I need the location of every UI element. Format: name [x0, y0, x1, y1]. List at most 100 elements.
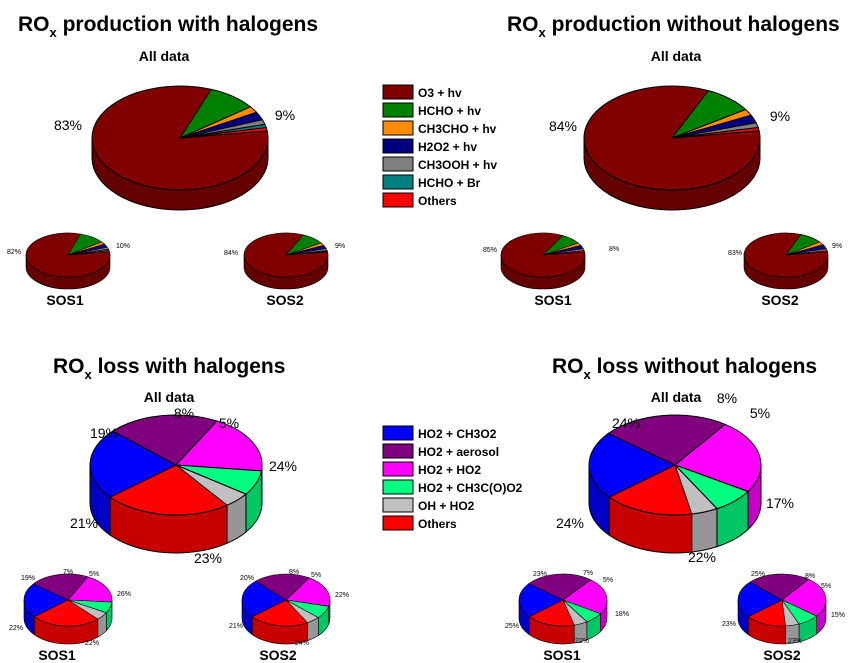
- pie-prod-with-sos1: 82% 10% SOS1: [7, 232, 130, 308]
- pie-slice-others: [109, 464, 229, 516]
- pie-caption: SOS1: [46, 292, 84, 308]
- pie-slice-ho2-ch3o2: [241, 580, 287, 618]
- pie-data-label: 23%: [533, 571, 547, 578]
- pie-data-label: 82%: [7, 249, 21, 256]
- subtitle-production-with: All data: [139, 48, 190, 64]
- pie-slice-ho2-aerosol: [528, 573, 592, 601]
- pie-data-label: 85%: [483, 247, 497, 254]
- legend-label-hcho-br: HCHO + Br: [418, 176, 481, 190]
- title-loss-without: ROx loss without halogens: [552, 355, 817, 382]
- pie-slice-ho2-ho2: [285, 577, 331, 607]
- legend-swatch-ho2-ch3c-o-o2: [382, 479, 414, 495]
- pie-data-label: 8%: [289, 569, 299, 576]
- legend-swatch-o3-hv: [382, 84, 414, 100]
- pie-caption: SOS1: [534, 292, 572, 308]
- subtitle-production-without: All data: [651, 48, 702, 64]
- pie-data-label: 22%: [575, 638, 589, 645]
- pie-loss-with-sos2: 24% 21% 20% 8% 5% 22% SOS2: [229, 569, 349, 663]
- pie-prod-with-sos2: 84% 9% SOS2: [224, 232, 345, 308]
- title-loss-with: ROx loss with halogens: [53, 355, 285, 382]
- legend-label-ch3cho-hv: CH3CHO + hv: [418, 122, 497, 136]
- pie-data-label: 8%: [609, 246, 619, 253]
- legend-label-ho2-ch3c-o-o2: HO2 + CH3C(O)O2: [418, 481, 523, 495]
- pie-data-label: 5%: [750, 405, 770, 421]
- title-production-with: ROx production with halogens: [18, 13, 318, 40]
- pie-top: [91, 85, 269, 191]
- pie-top: [243, 232, 329, 278]
- pie-caption: SOS2: [763, 647, 801, 663]
- pie-slice-others: [542, 250, 585, 256]
- loss-legend: HO2 + CH3O2 HO2 + aerosol HO2 + HO2 HO2 + C…: [382, 425, 523, 531]
- pie-slice-ho2-aerosol: [255, 573, 310, 601]
- pie-data-label: 5%: [219, 415, 239, 431]
- pie-data-label: 9%: [275, 107, 295, 123]
- pie-loss-without-sos1: 22% 25% 23% 7% 5% 18% SOS1: [505, 570, 629, 663]
- pie-data-label: 18%: [615, 611, 629, 618]
- legend-label-oh-ho2: OH + HO2: [418, 499, 475, 513]
- pie-slice-ho2-ho2: [673, 423, 762, 493]
- legend-swatch-h2o2-hv: [382, 138, 414, 154]
- pie-data-label: 9%: [832, 243, 842, 250]
- pie-data-label: 83%: [728, 250, 742, 257]
- pie-prod-without-sos2: 83% 9% SOS2: [728, 232, 842, 308]
- pie-slice-ho2-ho2: [781, 578, 827, 617]
- pie-slice-ho2-aerosol: [111, 414, 218, 466]
- pie-top: [89, 414, 263, 516]
- pie-caption: SOS1: [543, 647, 581, 663]
- legend-swatch-hcho-br: [382, 174, 414, 190]
- pie-data-label: 22%: [9, 625, 23, 632]
- pie-slice-ho2-ho2: [562, 579, 608, 615]
- pie-slice-ho2-ch3o2: [23, 583, 69, 618]
- pie-caption: SOS2: [761, 292, 799, 308]
- legend-label-ho2-aerosol: HO2 + aerosol: [418, 445, 499, 459]
- legend-label-others: Others: [418, 517, 457, 531]
- subtitle-loss-without: All data: [651, 389, 702, 405]
- pie-slice-others: [285, 250, 328, 256]
- pie-slice-others: [179, 126, 268, 139]
- pie-slice-ho2-aerosol: [32, 573, 89, 601]
- pie-data-label: 5%: [89, 571, 99, 578]
- pie-top: [500, 232, 586, 278]
- pie-data-label: 8%: [717, 390, 737, 406]
- pie-loss-with-sos1: 22% 22% 19% 7% 5% 26% SOS1: [9, 569, 131, 663]
- legend-swatch-ho2-ho2: [382, 461, 414, 477]
- legends-layer: O3 + hv HCHO + hv CH3CHO + hv H2O2 + hv CH3O…: [382, 84, 523, 531]
- pie-data-label: 84%: [549, 118, 577, 134]
- pies-layer: 83% 9% 82% 10% SOS1 84% 9% SOS2 84% 9% 85% 8% SOS1 83…: [7, 85, 845, 663]
- pie-data-label: 24%: [612, 415, 640, 431]
- pie-data-label: 5%: [603, 577, 613, 584]
- legend-label-ho2-ho2: HO2 + HO2: [418, 463, 481, 477]
- pie-slice-others: [785, 250, 828, 256]
- legend-swatch-ho2-aerosol: [382, 443, 414, 459]
- pie-slice-ho2-ch3o2: [737, 581, 783, 618]
- pie-slice-ho2-aerosol: [607, 414, 727, 466]
- legend-swatch-ch3cho-hv: [382, 120, 414, 136]
- legend-swatch-ch3ooh-hv: [382, 156, 414, 172]
- pie-data-label: 19%: [90, 425, 118, 441]
- pie-data-label: 15%: [831, 612, 845, 619]
- legend-swatch-oh-ho2: [382, 497, 414, 513]
- pie-data-label: 23%: [788, 638, 802, 645]
- pie-data-label: 22%: [85, 640, 99, 647]
- legend-label-o3-hv: O3 + hv: [418, 86, 462, 100]
- pie-data-label: 21%: [70, 515, 98, 531]
- pie-slice-ho2-ch3o2: [518, 583, 564, 618]
- pie-data-label: 9%: [335, 243, 345, 250]
- pie-slice-others: [608, 464, 693, 516]
- pie-slice-others: [33, 599, 99, 627]
- pie-data-label: 25%: [751, 571, 765, 578]
- pie-data-label: 26%: [117, 591, 131, 598]
- pie-data-label: 25%: [505, 623, 519, 630]
- pie-data-label: 83%: [54, 117, 82, 133]
- pie-data-label: 7%: [63, 569, 73, 576]
- pie-side-oh-ho2: [691, 507, 718, 553]
- pie-prod-without-sos1: 85% 8% SOS1: [483, 232, 619, 308]
- pie-prod-with-all-data: 83% 9%: [54, 85, 295, 211]
- pie-slice-ho2-ho2: [67, 576, 113, 603]
- pie-data-label: 21%: [229, 623, 243, 630]
- legend-label-ho2-ch3o2: HO2 + CH3O2: [418, 427, 497, 441]
- pie-data-label: 8%: [805, 573, 815, 580]
- pie-data-label: 23%: [722, 621, 736, 628]
- legend-swatch-hcho-hv: [382, 102, 414, 118]
- pie-caption: SOS1: [38, 647, 76, 663]
